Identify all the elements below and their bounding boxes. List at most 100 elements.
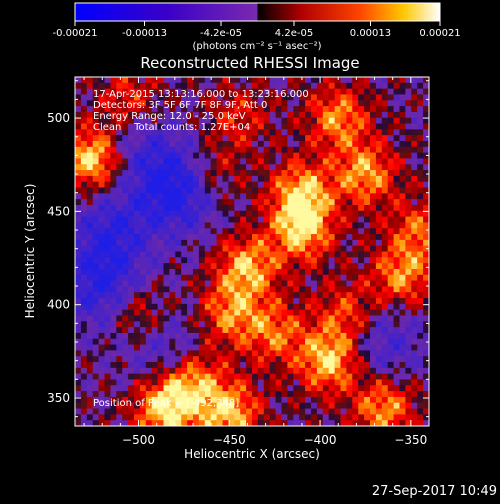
- heatmap-cell: [86, 303, 94, 311]
- heatmap-cell: [240, 117, 247, 124]
- heatmap-cell: [311, 100, 318, 107]
- heatmap-cell: [316, 106, 324, 113]
- heatmap-cell: [92, 251, 99, 258]
- heatmap-cell: [281, 356, 288, 363]
- heatmap-cell: [240, 146, 247, 154]
- heatmap-cell: [417, 251, 424, 258]
- heatmap-cell: [98, 129, 105, 136]
- heatmap-cell: [163, 140, 170, 148]
- heatmap-cell: [234, 77, 241, 84]
- heatmap-cell: [139, 106, 147, 113]
- heatmap-cell: [257, 321, 265, 328]
- heatmap-cell: [234, 327, 241, 334]
- heatmap-cell: [293, 140, 300, 148]
- heatmap-cell: [370, 367, 377, 375]
- heatmap-cell: [198, 356, 206, 363]
- heatmap-cell: [210, 216, 217, 223]
- heatmap-cell: [393, 327, 400, 334]
- heatmap-cell: [116, 280, 123, 287]
- heatmap-cell: [128, 135, 135, 142]
- heatmap-cell: [375, 321, 383, 328]
- heatmap-cell: [257, 356, 265, 363]
- heatmap-cell: [346, 164, 353, 171]
- heatmap-cell: [399, 193, 406, 200]
- heatmap-cell: [293, 82, 300, 90]
- heatmap-cell: [193, 292, 200, 299]
- heatmap-cell: [151, 199, 158, 206]
- heatmap-cell: [216, 274, 223, 281]
- heatmap-cell: [116, 414, 123, 421]
- heatmap-cell: [370, 268, 377, 276]
- heatmap-cell: [234, 222, 241, 229]
- heatmap-cell: [311, 135, 318, 142]
- heatmap-cell: [157, 420, 164, 427]
- heatmap-cell: [399, 379, 406, 386]
- heatmap-cell: [228, 239, 235, 247]
- heatmap-cell: [287, 100, 294, 107]
- heatmap-cell: [234, 303, 241, 311]
- heatmap-cell: [340, 234, 347, 241]
- heatmap-cell: [134, 199, 141, 206]
- heatmap-cell: [346, 175, 353, 183]
- heatmap-cell: [334, 100, 341, 107]
- heatmap-cell: [316, 298, 324, 305]
- heatmap-cell: [157, 199, 164, 206]
- heatmap-cell: [116, 193, 123, 200]
- heatmap-cell: [228, 420, 235, 427]
- heatmap-cell: [110, 402, 117, 409]
- heatmap-cell: [328, 222, 335, 229]
- heatmap-cell: [328, 111, 335, 119]
- heatmap-cell: [145, 239, 153, 247]
- heatmap-cell: [417, 263, 424, 270]
- heatmap-cell: [334, 274, 341, 281]
- heatmap-cell: [80, 228, 88, 235]
- heatmap-cell: [204, 111, 212, 119]
- heatmap-cell: [417, 292, 424, 299]
- heatmap-cell: [198, 292, 206, 299]
- heatmap-cell: [151, 274, 158, 281]
- heatmap-cell: [252, 239, 259, 247]
- heatmap-cell: [423, 420, 430, 427]
- heatmap-cell: [328, 228, 335, 235]
- heatmap-cell: [86, 350, 94, 357]
- heatmap-cell: [311, 367, 318, 375]
- heatmap-cell: [316, 315, 324, 322]
- heatmap-cell: [346, 286, 353, 293]
- heatmap-cell: [364, 327, 371, 334]
- heatmap-cell: [293, 100, 300, 107]
- heatmap-cell: [316, 251, 324, 258]
- heatmap-cell: [287, 234, 294, 241]
- heatmap-cell: [387, 123, 394, 130]
- heatmap-cell: [240, 321, 247, 328]
- heatmap-cell: [104, 245, 111, 252]
- heatmap-cell: [387, 315, 394, 322]
- heatmap-cell: [252, 251, 259, 258]
- heatmap-cell: [139, 309, 147, 316]
- heatmap-cell: [234, 263, 241, 270]
- heatmap-cell: [104, 123, 111, 130]
- heatmap-cell: [86, 332, 94, 340]
- heatmap-cell: [387, 396, 394, 404]
- heatmap-cell: [411, 321, 418, 328]
- heatmap-cell: [358, 332, 365, 340]
- heatmap-cell: [92, 362, 99, 369]
- heatmap-cell: [405, 111, 412, 119]
- heatmap-cell: [334, 402, 341, 409]
- heatmap-cell: [316, 164, 324, 171]
- heatmap-cell: [240, 204, 247, 212]
- heatmap-cell: [281, 274, 288, 281]
- heatmap-cell: [257, 94, 265, 101]
- heatmap-cell: [375, 251, 383, 258]
- heatmap-cell: [263, 181, 271, 188]
- heatmap-cell: [157, 315, 164, 322]
- heatmap-cell: [281, 164, 288, 171]
- heatmap-cell: [193, 379, 200, 386]
- heatmap-cell: [92, 332, 99, 340]
- heatmap-cell: [411, 257, 418, 264]
- heatmap-cell: [387, 321, 394, 328]
- heatmap-cell: [370, 402, 377, 409]
- heatmap-cell: [281, 268, 288, 276]
- heatmap-cell: [246, 152, 253, 159]
- heatmap-cell: [139, 94, 147, 101]
- heatmap-cell: [370, 420, 377, 427]
